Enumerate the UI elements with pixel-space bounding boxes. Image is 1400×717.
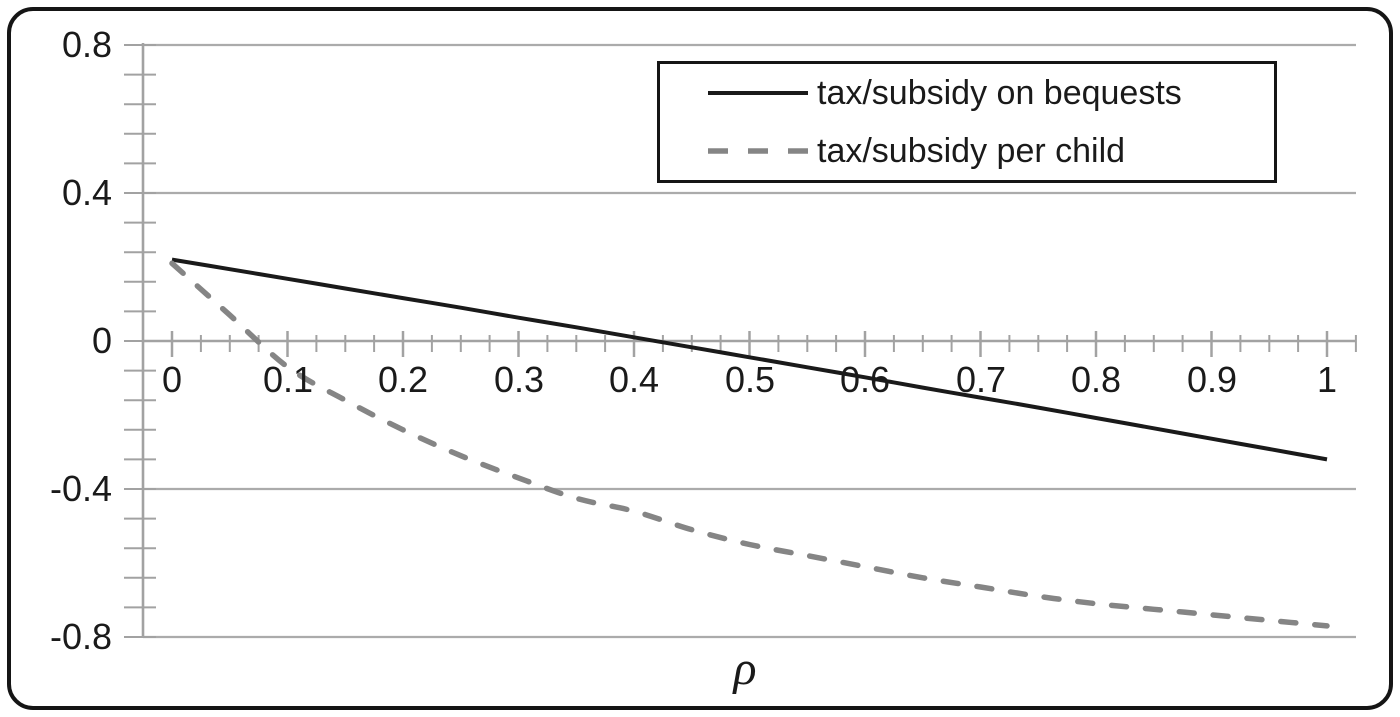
legend-item-bequests: tax/subsidy on bequests: [660, 64, 1274, 122]
x-tick-label: 0.3: [493, 359, 545, 400]
legend-label-bequests: tax/subsidy on bequests: [817, 74, 1182, 112]
series-line-bequests: [171, 257, 1328, 462]
legend-label-per-child: tax/subsidy per child: [817, 132, 1126, 170]
x-axis-title-rho: ρ: [733, 642, 757, 695]
legend: tax/subsidy on bequests tax/subsidy per …: [657, 61, 1277, 183]
x-tick-label: 0: [161, 359, 183, 400]
tick-marks: [124, 44, 1357, 638]
y-tick-label: -0.8: [49, 616, 112, 657]
series-lines: [169, 257, 1330, 629]
x-tick-label: 1: [1316, 359, 1338, 400]
x-tick-label: 0.7: [955, 359, 1007, 400]
x-tick-label: 0.1: [262, 359, 314, 400]
y-tick-label: -0.4: [49, 468, 112, 509]
legend-dashed-line-swatch: [708, 148, 808, 154]
y-tick-label: 0.4: [61, 172, 112, 213]
x-tick-label: 0.6: [839, 359, 891, 400]
x-tick-label: 0.4: [608, 359, 660, 400]
y-tick-label: 0: [91, 320, 112, 361]
series-line-per-child: [169, 260, 1330, 629]
legend-item-per-child: tax/subsidy per child: [660, 122, 1274, 180]
x-tick-label: 0.8: [1070, 359, 1122, 400]
y-tick-label: 0.8: [61, 24, 112, 65]
x-tick-label: 0.2: [377, 359, 429, 400]
x-tick-label: 0.9: [1186, 359, 1238, 400]
x-tick-label: 0.5: [724, 359, 776, 400]
legend-solid-line-swatch: [708, 91, 808, 95]
